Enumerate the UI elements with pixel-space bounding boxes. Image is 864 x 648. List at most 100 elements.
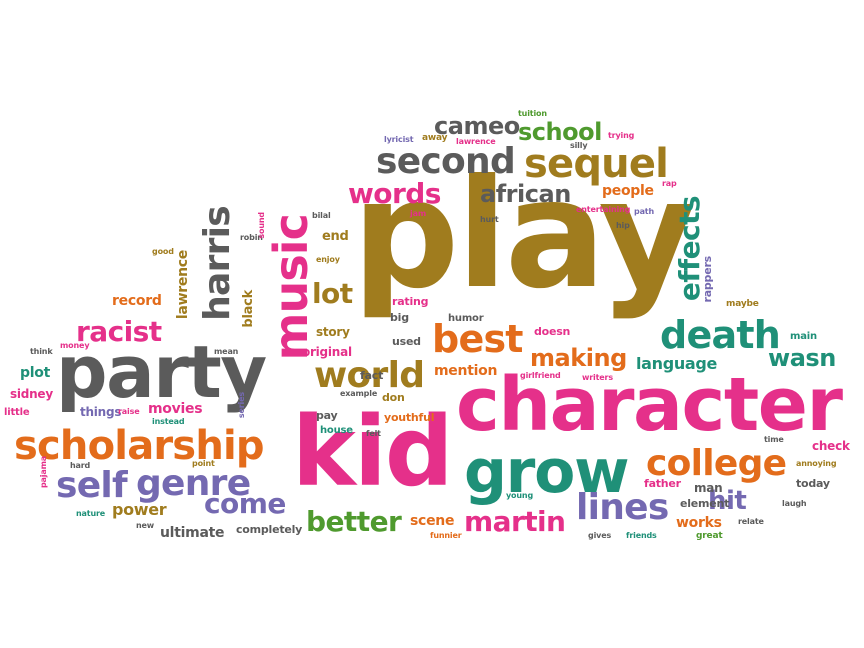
word-youthful: youthful [384,411,435,424]
word-language: language [636,354,718,373]
word-ultimate: ultimate [160,525,225,541]
word-robin: robin [240,233,263,242]
word-things: things [80,405,122,419]
word-wasn: wasn [768,344,836,372]
word-movies: movies [148,401,203,417]
word-house: house [320,425,353,436]
word-kid: kid [292,396,454,508]
word-come: come [204,487,286,520]
word-mean: mean [214,347,239,356]
word-fact: fact [360,369,384,382]
word-hit: hit [708,486,747,516]
word-racist: racist [76,315,162,348]
word-think: think [30,347,53,356]
word-lines: lines [576,487,669,528]
word-man: man [694,481,723,495]
word-original: original [302,345,352,359]
word-character: character [456,362,843,448]
word-words: words [348,177,441,210]
word-party: party [56,330,267,414]
word-friends: friends [626,531,657,540]
word-annoying: annoying [796,459,837,468]
word-power: power [112,500,167,519]
word-making: making [530,344,627,372]
word-laugh: laugh [782,499,807,508]
word-lawrence: lawrence [175,250,191,320]
word-better: better [306,505,402,538]
word-today: today [796,477,830,490]
word-tuition: tuition [518,109,547,118]
word-pajama: pajama [39,456,48,489]
word-martin: martin [464,505,566,538]
word-father: father [644,477,681,490]
word-great: great [696,531,723,541]
word-girlfriend: girlfriend [520,371,561,380]
word-hip: hip [616,221,630,230]
word-humor: humor [448,313,484,324]
word-doesn: doesn [534,325,571,338]
word-world: world [314,355,425,396]
word-silly: silly [570,141,588,150]
word-away: away [422,133,448,143]
word-scene: scene [410,513,455,529]
word-path: path [634,207,655,216]
word-lot: lot [312,277,353,310]
word-check: check [812,439,850,453]
word-felt: felt [366,429,381,438]
word-writers: writers [582,373,613,382]
word-self: self [56,465,128,506]
word-genre: genre [136,463,251,504]
word-story: story [316,325,350,339]
word-harris: harris [197,206,238,321]
word-funnier: funnier [430,531,462,540]
word-rappers: rappers [701,256,714,303]
word-don: don [382,391,405,404]
word-point: point [192,459,215,468]
word-school: school [518,118,602,146]
word-used: used [392,335,421,348]
word-trying: trying [608,131,635,140]
word-young: young [506,491,534,500]
word-big: big [390,311,409,324]
word-effects: effects [673,196,706,302]
word-entertaining: entertaining [576,205,631,214]
word-play: play [352,148,696,322]
word-new: new [136,521,155,530]
word-rating: rating [392,295,429,308]
word-completely: completely [236,523,303,536]
word-college: college [646,443,787,484]
word-jam: jam [410,209,426,218]
word-plot: plot [20,365,51,381]
word-rap: rap [662,179,677,188]
word-lyricist: lyricist [384,135,414,144]
word-sidney: sidney [10,387,53,401]
word-scholarship: scholarship [14,423,265,469]
word-cameo: cameo [434,112,520,140]
word-best: best [432,317,523,361]
word-death: death [660,313,781,357]
word-little: little [4,407,30,418]
word-record: record [112,293,162,309]
word-hurt: hurt [480,215,499,224]
word-maybe: maybe [726,299,759,309]
word-example: example [340,389,378,398]
word-money: money [60,341,90,350]
word-grow: grow [464,437,630,507]
word-gives: gives [588,531,612,540]
word-african: african [480,180,571,208]
word-sound: sound [257,212,266,239]
word-main: main [790,331,817,342]
word-series: series [237,392,246,419]
word-music: music [264,214,318,361]
word-people: people [602,183,654,199]
word-relate: relate [738,517,764,526]
word-raise: raise [118,407,140,416]
word-second: second [376,141,516,182]
word-black: black [241,290,256,328]
word-time: time [764,435,784,444]
word-lawrence-small: lawrence [456,137,496,146]
word-nature: nature [76,509,106,518]
word-instead: instead [152,417,185,426]
word-hard: hard [70,461,91,470]
